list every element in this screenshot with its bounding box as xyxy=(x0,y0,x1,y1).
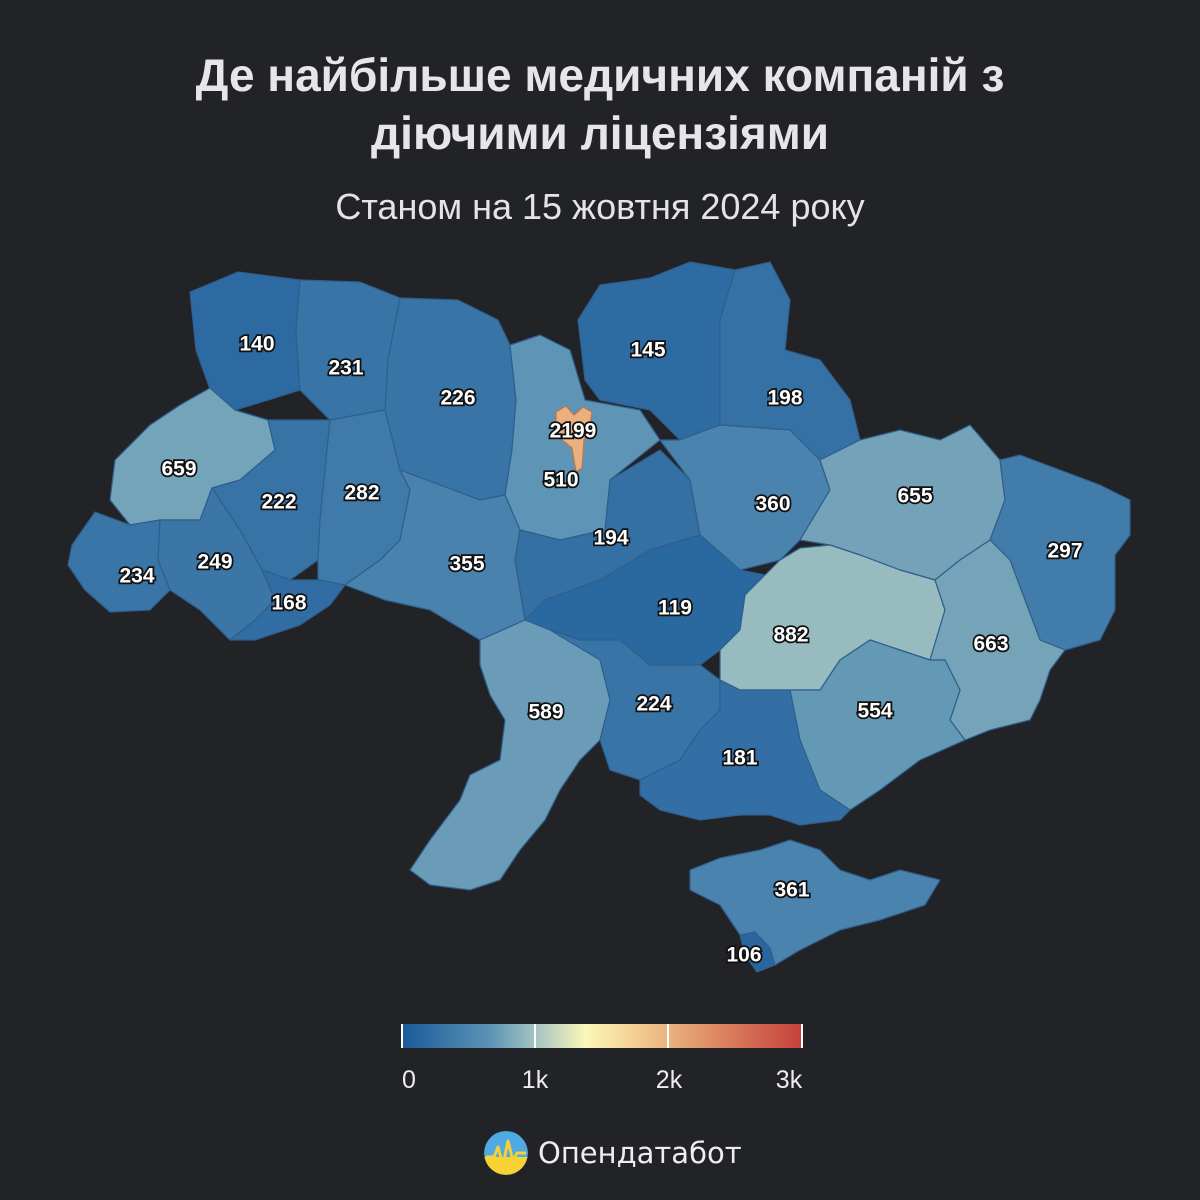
value-label-crimea: 361 xyxy=(774,879,809,902)
value-label-sumy: 198 xyxy=(767,387,802,410)
value-label-ternopil: 222 xyxy=(261,491,296,514)
region-rivne xyxy=(295,279,401,421)
value-label-zhytomyr: 226 xyxy=(440,387,475,410)
value-label-mykolaiv: 224 xyxy=(636,693,671,716)
value-label-donetsk: 663 xyxy=(973,633,1008,656)
legend-color-bar xyxy=(402,1024,802,1048)
legend-tick-2k xyxy=(667,1024,669,1048)
value-label-khmelnytskyi: 282 xyxy=(344,482,379,505)
value-label-poltava: 360 xyxy=(755,493,790,516)
region-vinnytsia xyxy=(344,469,526,641)
region-volyn xyxy=(189,271,301,411)
value-label-vinnytsia: 355 xyxy=(449,553,484,576)
brand-name: Опендатабот xyxy=(538,1136,742,1170)
legend-tick-0 xyxy=(401,1024,403,1048)
value-label-kyiv-oblast: 510 xyxy=(543,469,578,492)
value-label-zaporizhzhia: 554 xyxy=(857,700,892,723)
value-label-zakarpattia: 234 xyxy=(119,565,154,588)
region-zakarpattia xyxy=(67,511,171,613)
value-label-kyiv-city: 2199 xyxy=(550,420,597,443)
region-chernivtsi xyxy=(229,569,346,641)
region-kyiv-city xyxy=(555,405,593,473)
value-label-lviv: 659 xyxy=(161,458,196,481)
value-label-kirovohrad: 119 xyxy=(658,597,692,620)
legend-tick-1k xyxy=(534,1024,536,1048)
region-kherson xyxy=(639,679,851,826)
legend-tick-label-0: 0 xyxy=(402,1066,416,1094)
legend-tick-label-2k: 2k xyxy=(655,1066,683,1094)
legend-tick-3k xyxy=(801,1024,803,1048)
value-label-kharkiv: 655 xyxy=(897,485,932,508)
value-label-cherkasy: 194 xyxy=(593,527,628,550)
region-odesa xyxy=(409,619,611,891)
title-line-2: діючими ліцензіями xyxy=(370,107,830,159)
value-label-luhansk: 297 xyxy=(1047,540,1082,563)
value-label-volyn: 140 xyxy=(239,333,274,356)
legend-tick-label-1k: 1k xyxy=(521,1066,549,1094)
region-sevastopol xyxy=(739,931,776,973)
page-title: Де найбільше медичних компаній з діючими… xyxy=(0,46,1200,162)
value-label-chernihiv: 145 xyxy=(630,339,665,362)
value-label-rivne: 231 xyxy=(328,357,363,380)
value-label-chernivtsi: 168 xyxy=(271,592,306,615)
title-line-1: Де найбільше медичних компаній з xyxy=(195,49,1005,101)
value-label-odesa: 589 xyxy=(528,701,563,724)
value-label-kherson: 181 xyxy=(722,747,757,770)
value-label-ivano-frankivsk: 249 xyxy=(197,551,232,574)
legend-tick-label-3k: 3k xyxy=(775,1066,803,1094)
page-subtitle: Станом на 15 жовтня 2024 року xyxy=(335,186,865,227)
value-label-sevastopol: 106 xyxy=(726,944,761,967)
brand: Опендатабот xyxy=(484,1130,742,1176)
opendatabot-logo-icon xyxy=(484,1131,528,1175)
value-label-dnipropetrovsk: 882 xyxy=(773,624,808,647)
